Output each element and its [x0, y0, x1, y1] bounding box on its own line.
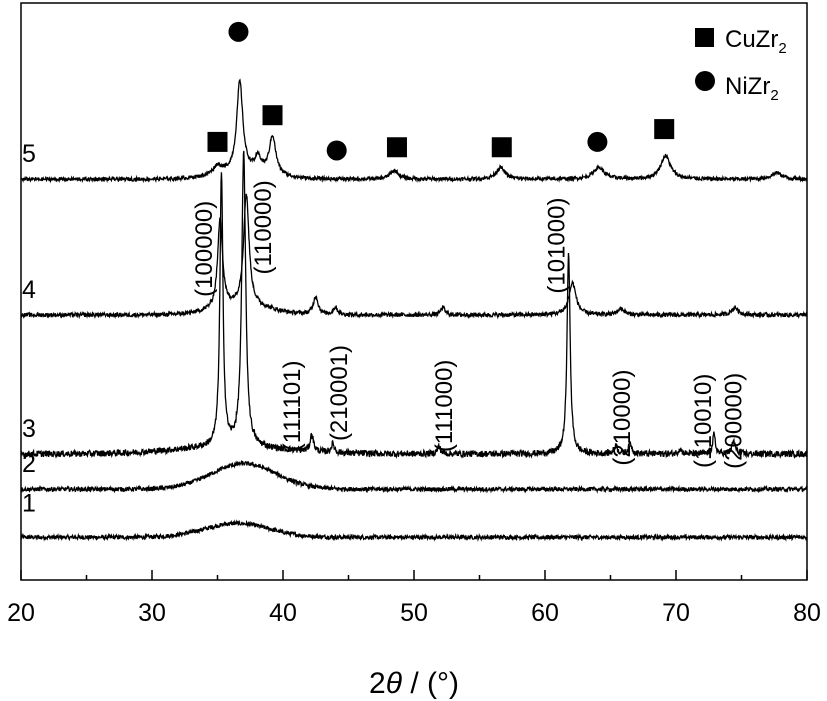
curve-label-5: 5: [22, 140, 36, 168]
x-axis-tick-labels: 20 30 40 50 60 70 80: [7, 599, 821, 627]
x-axis-title: 2θ / (°): [369, 667, 459, 700]
x-axis-ticks: [20, 570, 808, 580]
legend-nizr2-label: NiZr2: [725, 73, 779, 104]
curve-5: [20, 78, 808, 184]
miller-index-label: (111000): [431, 360, 458, 453]
phase-markers: [207, 21, 675, 161]
miller-index-label: (210000): [609, 370, 636, 466]
curve-4: [20, 193, 808, 320]
x-tick-label: 70: [662, 599, 690, 627]
x-tick-label: 80: [793, 599, 821, 627]
miller-index-label: (100000): [191, 201, 218, 297]
cuzr2-marker: [654, 119, 675, 140]
legend-cuzr2-marker: [695, 28, 714, 47]
curve-label-4: 4: [22, 276, 36, 304]
cuzr2-marker: [262, 105, 283, 126]
legend: CuZr2 NiZr2: [695, 26, 787, 104]
nizr2-marker: [326, 140, 347, 161]
curve-3: [20, 150, 808, 460]
miller-index-label: (110000): [250, 180, 277, 274]
cuzr2-marker: [207, 131, 228, 152]
miller-index-label: (111101): [279, 360, 306, 451]
x-tick-label: 30: [138, 599, 166, 627]
nizr2-marker: [587, 131, 608, 152]
curve-2: [20, 459, 808, 494]
miller-index-label: (210001): [326, 345, 353, 441]
curve-1: [20, 519, 808, 542]
cuzr2-marker: [386, 137, 407, 158]
curve-label-1: 1: [22, 490, 36, 518]
miller-index-label: (101000): [543, 198, 570, 294]
curve-labels: 1 2 3 4 5: [22, 140, 36, 517]
legend-cuzr2-label: CuZr2: [725, 26, 787, 57]
x-tick-label: 40: [269, 599, 297, 627]
x-tick-label: 20: [7, 599, 35, 627]
curve-label-2: 2: [22, 450, 36, 478]
miller-index-annotations: (100000) (110000) (101000) (111101) (210001)…: [191, 180, 747, 469]
legend-nizr2-marker: [695, 71, 715, 91]
miller-index-label: (200000): [720, 373, 747, 469]
diffraction-curves: [20, 78, 808, 542]
plot-frame: [20, 2, 808, 581]
cuzr2-marker: [491, 137, 512, 158]
x-tick-label: 50: [400, 599, 428, 627]
curve-label-3: 3: [22, 415, 36, 443]
nizr2-marker: [228, 21, 249, 42]
miller-index-label: (110010): [690, 374, 717, 468]
x-tick-label: 60: [531, 599, 559, 627]
